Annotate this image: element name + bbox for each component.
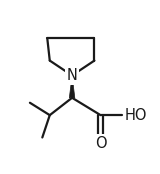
Text: N: N [67, 68, 77, 83]
Text: O: O [95, 136, 107, 151]
Polygon shape [69, 76, 75, 98]
Text: HO: HO [125, 108, 147, 123]
